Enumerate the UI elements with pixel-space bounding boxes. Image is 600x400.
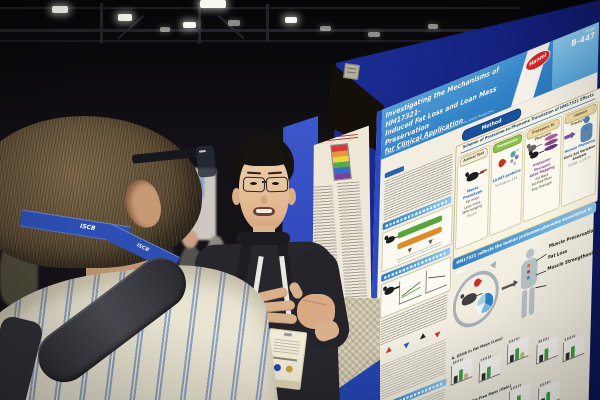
protein-dot: [514, 154, 519, 160]
presenter-ear: [287, 188, 296, 205]
neighbor-poster-figure: [330, 143, 352, 181]
mouse-icon: [384, 285, 395, 297]
presenter-eye: [250, 182, 257, 185]
ceiling-light: [285, 17, 297, 23]
database-icon: [543, 132, 558, 153]
trend-line: [428, 275, 446, 279]
callout-labels: Muscle Preservation Fat Loss Muscle Stre…: [547, 227, 599, 278]
protein-dot: [513, 161, 517, 166]
attendee-hair: [0, 116, 202, 268]
ceiling-light: [183, 22, 196, 28]
scheme-column-human-prediction: Human Prediction Human Phenome Gene Set: [560, 100, 599, 208]
ceiling-light: [428, 24, 438, 29]
scheme-column-proteome-to-phenome: Proteome to Phenome Proteome-Phenome At: [522, 114, 562, 223]
mini-chart-frame: [398, 272, 423, 305]
presenter-nose-shadow: [261, 196, 267, 204]
attendee-glasses-lens: [195, 145, 217, 178]
mouse-icon: [466, 170, 479, 184]
ceiling-light: [368, 32, 380, 37]
presenter-teeth: [256, 209, 272, 213]
truss-post: [266, 4, 269, 42]
ring: [303, 310, 307, 313]
glasses-bridge: [262, 181, 267, 183]
truss-beam: [0, 29, 520, 32]
arrow-icon: [501, 282, 514, 291]
badge-text: [272, 338, 301, 356]
scheme-column-proteomics: Proteomics 10,045 proteins SomaScan 11K: [488, 130, 524, 237]
badge-name-line: [272, 356, 298, 362]
attendee-hair-texture: [0, 116, 202, 268]
marker-down-blue: [403, 342, 410, 350]
marker-down-red: [434, 331, 441, 339]
arrow-head: [513, 278, 519, 288]
human-silhouette: [518, 245, 539, 323]
lanyard-text: ISCB: [135, 242, 150, 254]
badge-logo-blue: [273, 363, 282, 372]
presenter-fringe: [240, 148, 288, 166]
ceiling-light: [200, 0, 226, 8]
badge-logo-gold: [285, 365, 294, 373]
presenter-ear: [232, 188, 241, 205]
protein-dot: [515, 148, 519, 153]
truss-beam: [0, 7, 520, 9]
badge-clip: [283, 332, 293, 337]
knuckle-line: [303, 299, 327, 306]
lens-glint: [198, 149, 207, 153]
blood-drop-icon: [497, 157, 507, 169]
lanyard-text: ISCB: [79, 222, 96, 233]
mini-chart-frame: [425, 262, 448, 294]
marker-up-red: [385, 345, 392, 354]
ceiling-light: [118, 14, 132, 21]
truss-post: [198, 2, 201, 44]
mouse-icon: [385, 234, 395, 245]
ceiling-light: [228, 20, 240, 26]
board-number-tab: [343, 63, 360, 80]
marker-up-black: [419, 332, 426, 340]
ceiling-light: [160, 27, 170, 32]
jacket-collar: [236, 232, 290, 245]
presenter-eye: [272, 182, 279, 185]
truss-post: [100, 3, 103, 43]
ceiling-light: [52, 6, 68, 13]
truss-beam: [0, 40, 500, 42]
ring-arrowhead: [489, 259, 499, 269]
ceiling-light: [320, 26, 331, 31]
mouse-icon: [529, 150, 539, 160]
arrow-head: [570, 130, 576, 139]
scheme-column-animal-test: Animal Test Mouse Phenotype Fat mass Lea…: [455, 144, 490, 250]
